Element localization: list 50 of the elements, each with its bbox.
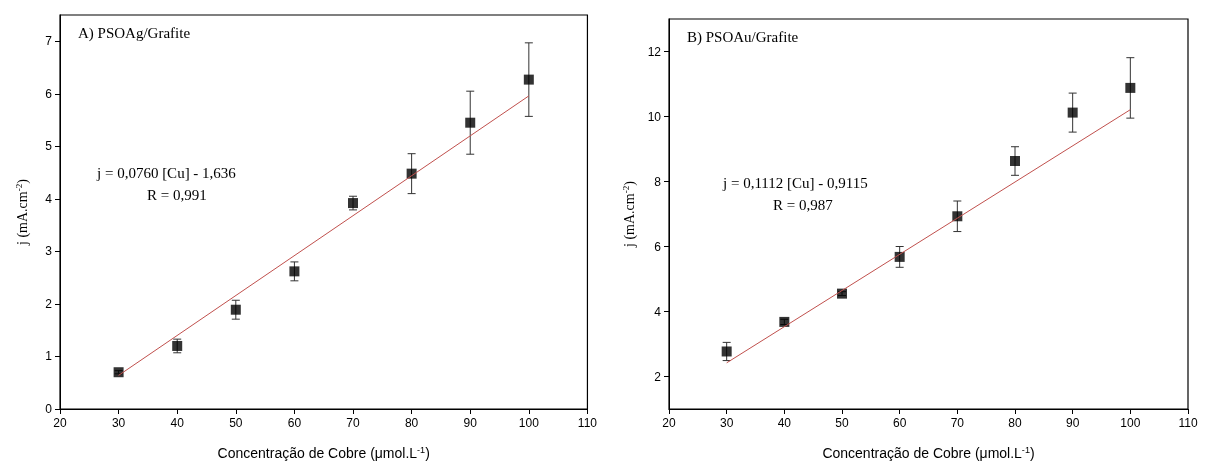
y-tick-label: 2 xyxy=(45,296,53,311)
point xyxy=(523,74,534,85)
x-tick-label: 70 xyxy=(950,416,965,430)
point xyxy=(1125,82,1136,93)
y-tick-label: 2 xyxy=(654,369,662,384)
y-tick-label: 6 xyxy=(654,239,662,254)
x-tick-label: 90 xyxy=(463,416,478,430)
point xyxy=(1067,107,1078,118)
y-tick-label: 6 xyxy=(45,86,53,101)
x-tick-label: 100 xyxy=(1120,416,1141,430)
x-tick-label: 20 xyxy=(662,416,676,430)
x-tick-label: 80 xyxy=(1008,416,1022,430)
x-tick-label: 60 xyxy=(287,416,302,430)
annotation: R = 0,987 xyxy=(773,196,834,213)
y-tick-label: 0 xyxy=(45,402,53,416)
y-tick-label: 4 xyxy=(654,304,662,319)
x-tick-label: 30 xyxy=(719,416,734,430)
annotation: j = 0,0760 [Cu] - 1,636 xyxy=(96,164,237,181)
x-tick-label: 40 xyxy=(170,416,185,430)
x-tick-label: 110 xyxy=(1178,416,1198,430)
x-tick-label: 100 xyxy=(518,416,540,430)
x-tick-label: 20 xyxy=(53,416,67,430)
y-tick-label: 1 xyxy=(45,349,53,364)
point xyxy=(289,266,300,277)
y-tick-label: 5 xyxy=(45,139,53,154)
x-tick-label: 80 xyxy=(404,416,419,430)
x-tick-label: 110 xyxy=(577,416,598,430)
point xyxy=(1010,156,1020,167)
x-tick-label: 90 xyxy=(1065,416,1080,430)
annotation: j = 0,1112 [Cu] - 0,9115 xyxy=(722,174,868,191)
y-tick-label: 3 xyxy=(45,244,53,259)
y-axis-title: j (mA.cm-2) xyxy=(621,180,639,248)
x-tick-label: 50 xyxy=(835,416,849,430)
x-tick-label: 70 xyxy=(346,416,361,430)
point xyxy=(465,117,476,128)
text: B) PSOAu/Grafite xyxy=(687,28,799,46)
y-axis-title: j (mA.cm-2) xyxy=(13,178,31,246)
x-tick-label: 30 xyxy=(111,416,126,430)
point xyxy=(230,304,241,315)
x-tick-label: 60 xyxy=(892,416,907,430)
text: A) PSOAg/Grafite xyxy=(78,24,191,42)
y-tick-label: 10 xyxy=(647,109,662,124)
x-tick-label: 40 xyxy=(777,416,792,430)
y-tick-label: 4 xyxy=(45,191,53,206)
annotation: R = 0,991 xyxy=(147,186,207,203)
y-tick-label: 7 xyxy=(45,34,53,49)
y-tick-label: 12 xyxy=(647,44,662,59)
point xyxy=(721,346,732,357)
x-tick-label: 50 xyxy=(229,416,243,430)
y-tick-label: 8 xyxy=(654,174,662,189)
